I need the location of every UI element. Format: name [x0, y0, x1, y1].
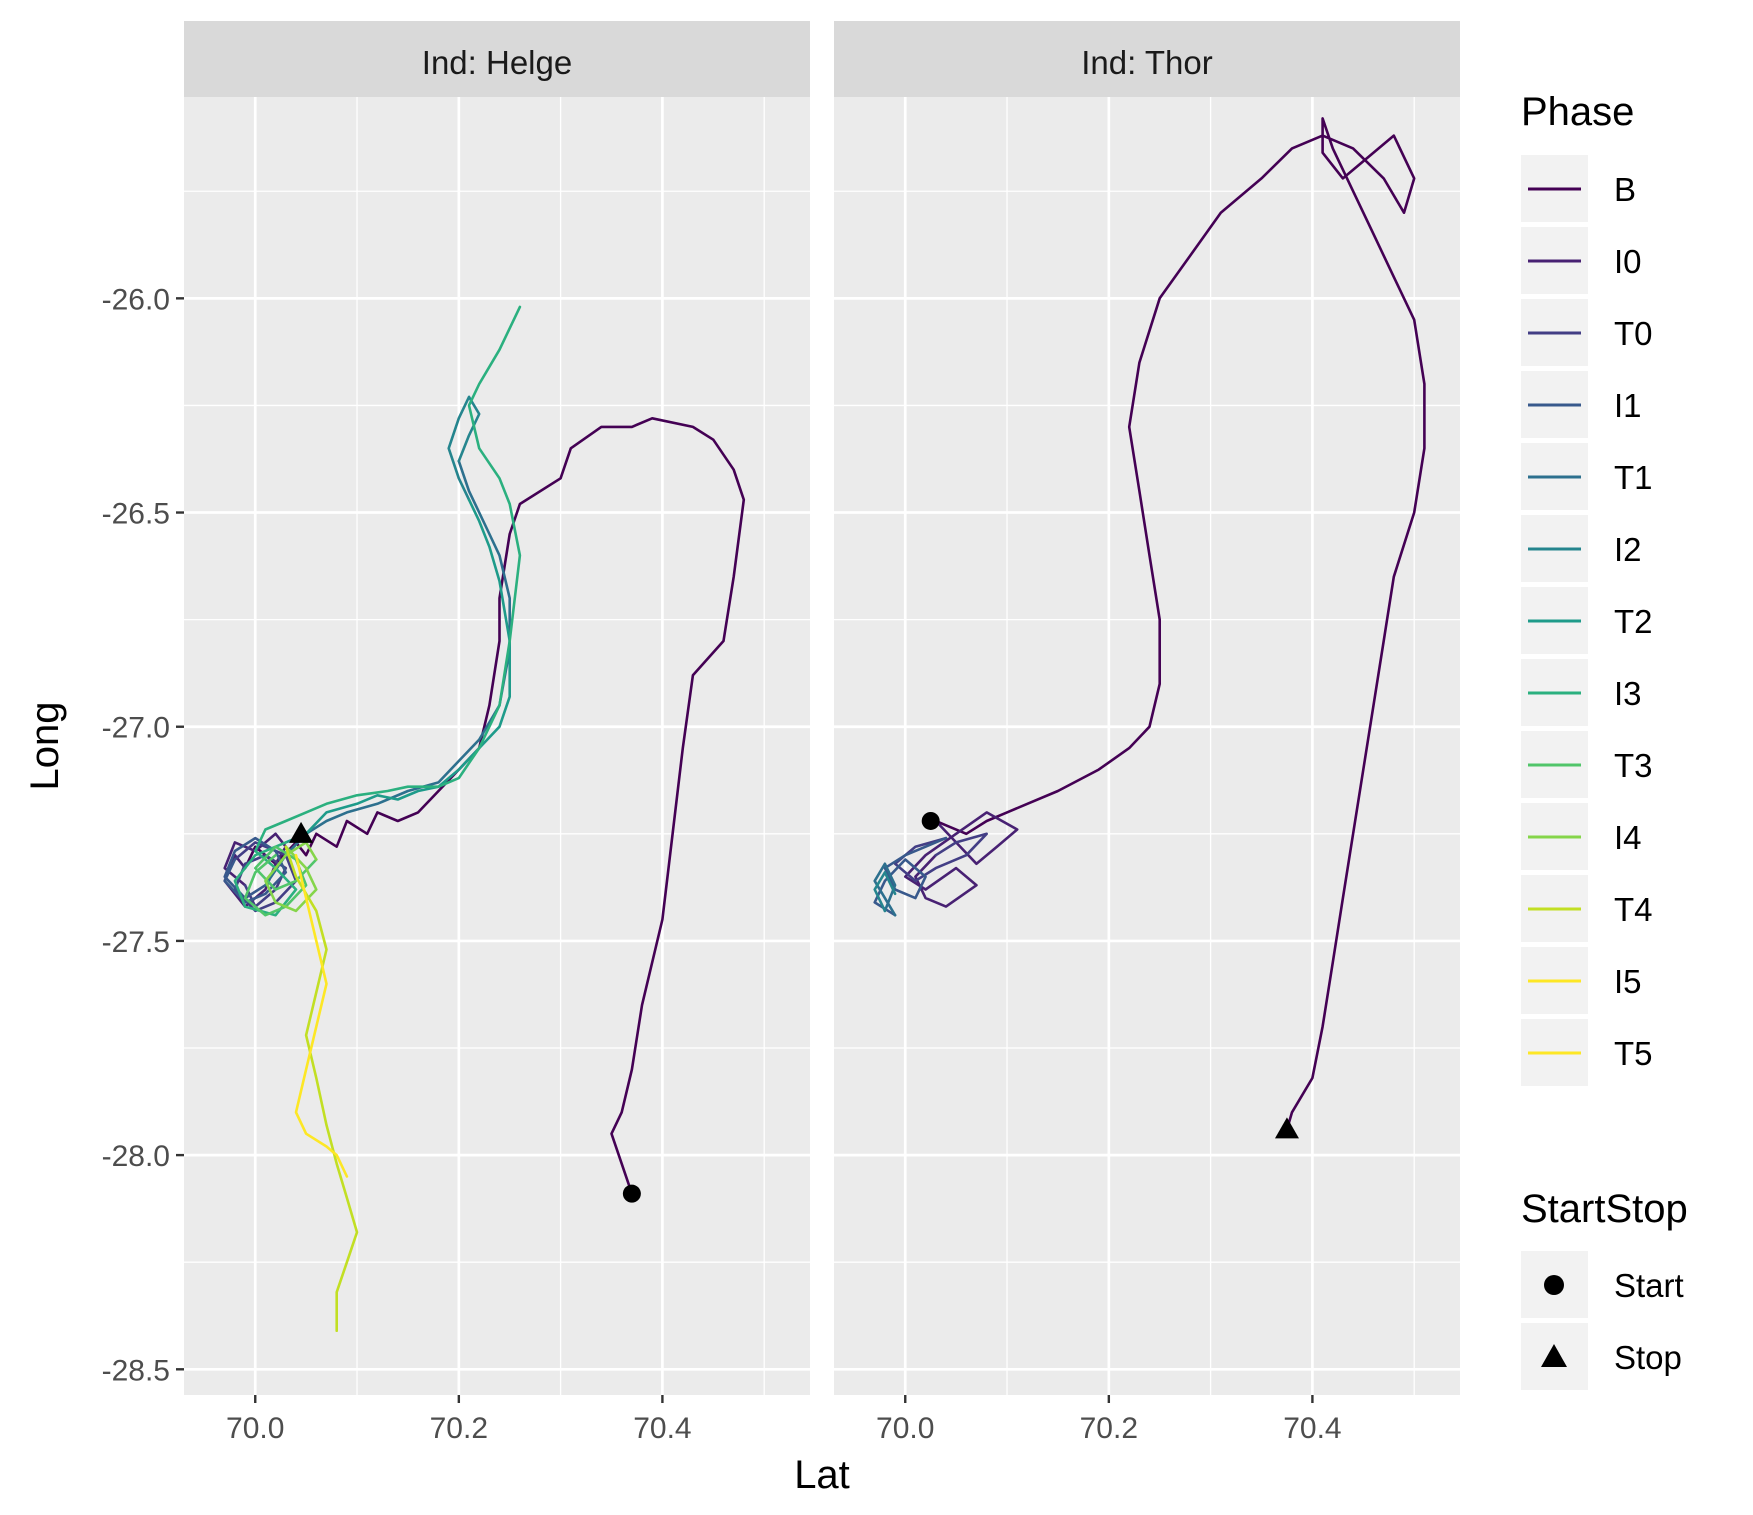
series-line-t2 [284, 498, 511, 844]
legend-label-t5: T5 [1614, 1035, 1653, 1072]
x-tick-label: 70.0 [226, 1412, 284, 1445]
series-line-i3 [233, 305, 522, 917]
y-tick-label: -28.0 [102, 1140, 170, 1173]
x-tick-label: 70.2 [430, 1412, 488, 1445]
legend-label-i0: I0 [1614, 243, 1642, 280]
facet-strip-label: Ind: Helge [422, 44, 572, 81]
legend-label-t4: T4 [1614, 891, 1653, 928]
legend-label-i5: I5 [1614, 963, 1642, 1000]
startstop-legend: StartStop StartStop [1521, 1187, 1688, 1390]
phase-legend: Phase B I0 T0 I1 T1 I2 T2 I3 T3 I4 T4 I5 T5 [1521, 90, 1653, 1086]
x-axis-title: Lat [794, 1453, 850, 1497]
legend-label-t2: T2 [1614, 603, 1653, 640]
series-line-i0 [904, 811, 1019, 908]
phase-legend-title: Phase [1521, 90, 1634, 134]
facet-panel-thor: Ind: Thor [834, 21, 1460, 1395]
series-line-i1 [873, 836, 948, 917]
series-line-b [934, 117, 1426, 1131]
legend-label-t3: T3 [1614, 747, 1653, 784]
y-tick-label: -28.5 [102, 1354, 170, 1387]
legend-label-start: Start [1614, 1267, 1684, 1304]
legend-label-t1: T1 [1614, 459, 1653, 496]
stop-marker [1274, 1117, 1299, 1139]
axes-layer: 70.0 70.2 70.4 70.0 70.2 70.4 -26.0 -26.5 -27.0 -… [102, 283, 1342, 1445]
x-tick-label: 70.2 [1080, 1412, 1138, 1445]
start-marker [622, 1184, 641, 1203]
series-line-i2 [447, 395, 481, 501]
y-tick-label: -27.5 [102, 926, 170, 959]
series-line-i5 [294, 853, 349, 1178]
facet-strip [834, 21, 1460, 97]
facet-strip [184, 21, 810, 97]
series-line-t4 [284, 845, 359, 1332]
y-axis-title: Long [23, 702, 67, 791]
panel-background [184, 97, 810, 1395]
y-tick-label: -26.0 [102, 283, 170, 316]
facet-panel-helge: Ind: Helge [184, 21, 810, 1395]
x-tick-label: 70.0 [876, 1412, 934, 1445]
legend-start-symbol [1544, 1275, 1564, 1295]
series-line-t1 [264, 459, 511, 887]
y-tick-label: -26.5 [102, 498, 170, 531]
legend-label-i2: I2 [1614, 531, 1642, 568]
legend-stop-symbol [1541, 1344, 1567, 1367]
legend-label-t0: T0 [1614, 315, 1653, 352]
y-tick-label: -27.0 [102, 712, 170, 745]
series-line-i1 [223, 836, 288, 904]
series-line-b [243, 417, 746, 1195]
series-line-i4 [264, 841, 318, 913]
legend-label-i1: I1 [1614, 387, 1642, 424]
legend-label-stop: Stop [1614, 1339, 1682, 1376]
startstop-legend-title: StartStop [1521, 1187, 1688, 1231]
legend-label-i3: I3 [1614, 675, 1642, 712]
legend-label-b: B [1614, 171, 1636, 208]
x-tick-label: 70.4 [1283, 1412, 1341, 1445]
legend-label-i4: I4 [1614, 819, 1642, 856]
stop-marker [289, 821, 314, 843]
panel-background [834, 97, 1460, 1395]
x-tick-label: 70.4 [633, 1412, 691, 1445]
facet-strip-label: Ind: Thor [1081, 44, 1212, 81]
series-line-i2 [873, 871, 897, 913]
start-marker [921, 811, 940, 830]
